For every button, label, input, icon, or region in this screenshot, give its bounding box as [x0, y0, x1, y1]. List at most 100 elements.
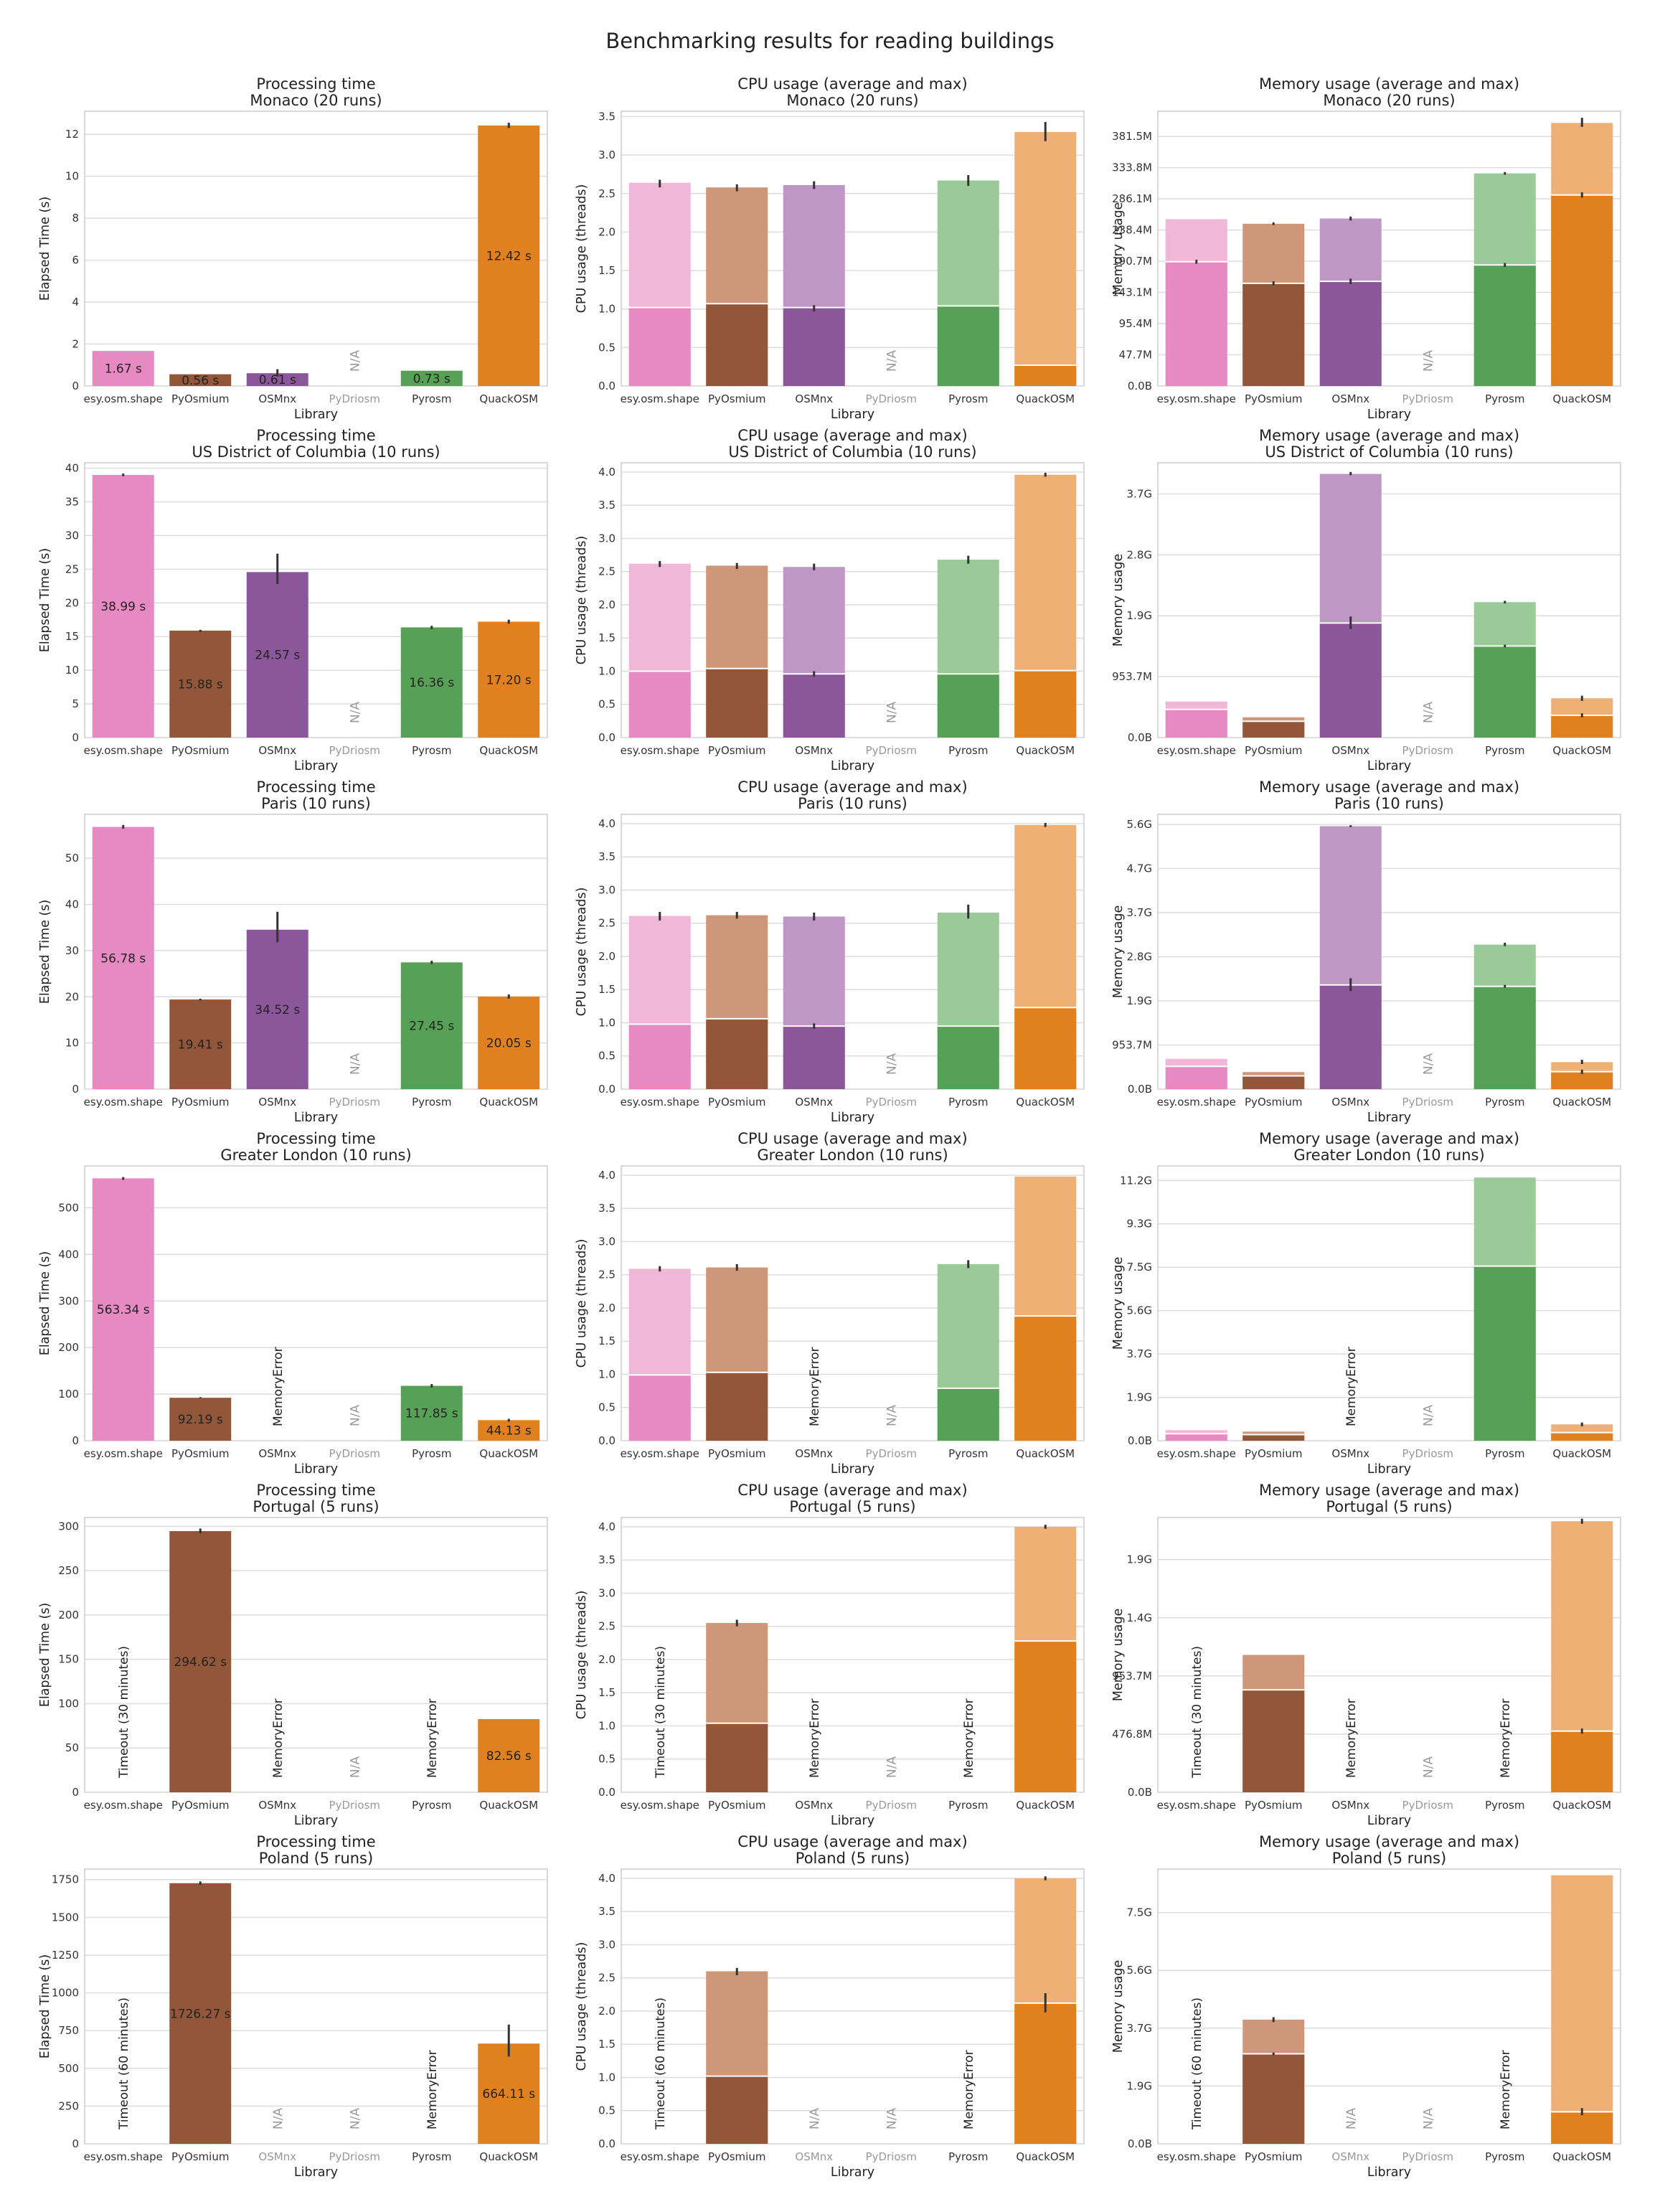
- bar-value-label: 0.61 s: [259, 373, 296, 387]
- bar-average: [706, 1723, 768, 1792]
- bar-average: [628, 307, 691, 386]
- y-tick-label: 1500: [52, 1911, 79, 1924]
- subplot-subtitle: Monaco (20 runs): [1323, 92, 1455, 109]
- x-tick-label: PyDriosm: [866, 2150, 917, 2163]
- status-label: N/A: [885, 2108, 899, 2129]
- x-tick-label: esy.osm.shape: [84, 392, 163, 405]
- x-tick-label: esy.osm.shape: [1157, 1447, 1236, 1460]
- y-tick-label: 3.7G: [1127, 487, 1152, 500]
- plot-area: [1157, 1165, 1621, 1441]
- x-tick-label: Pyrosm: [948, 1799, 988, 1812]
- y-tick-label: 250: [58, 1564, 79, 1577]
- bar-average: [1473, 646, 1536, 738]
- y-tick-label: 9.3G: [1127, 1218, 1152, 1230]
- bar-value-label: 19.41 s: [178, 1038, 223, 1053]
- bar-average: [783, 307, 845, 386]
- bar-average: [706, 1372, 768, 1441]
- x-tick-label: QuackOSM: [479, 744, 538, 757]
- y-axis-label: CPU usage (threads): [575, 1591, 589, 1720]
- x-tick-label: PyDriosm: [1402, 2150, 1453, 2163]
- x-tick-label: Pyrosm: [948, 1447, 988, 1460]
- y-tick-label: 0.0: [598, 731, 616, 744]
- y-tick-label: 3.5: [598, 1553, 616, 1566]
- subplot-subtitle: Greater London (10 runs): [1293, 1147, 1484, 1164]
- status-label: N/A: [1421, 702, 1435, 723]
- y-tick-label: 0.5: [598, 1401, 616, 1414]
- bar-average: [1551, 194, 1613, 386]
- bar-average: [1551, 1432, 1613, 1441]
- y-tick-label: 381.5M: [1112, 130, 1152, 143]
- bar-average: [1165, 1434, 1227, 1441]
- subplot-title: Processing time: [256, 1130, 375, 1147]
- x-axis-label: Library: [831, 1111, 874, 1125]
- y-tick-label: 4: [72, 296, 79, 309]
- y-axis-label: CPU usage (threads): [575, 1239, 589, 1368]
- x-tick-label: PyDriosm: [329, 1447, 380, 1460]
- x-tick-label: Pyrosm: [412, 1799, 451, 1812]
- y-tick-label: 1.5: [598, 2038, 616, 2051]
- y-axis-label: Elapsed Time (s): [38, 1603, 52, 1707]
- bar-value-label: 38.99 s: [100, 600, 146, 614]
- x-tick-label: PyOsmium: [708, 392, 765, 405]
- y-tick-label: 3.0: [598, 149, 616, 161]
- x-tick-label: QuackOSM: [1552, 392, 1611, 405]
- y-tick-label: 5.6G: [1127, 1964, 1152, 1977]
- x-tick-label: OSMnx: [795, 744, 833, 757]
- x-tick-label: PyDriosm: [1402, 744, 1453, 757]
- subplot: 0 50 100 150 200 250 300 Processing timePortuga…: [38, 1482, 548, 1828]
- bar: [400, 627, 463, 738]
- bar-average: [783, 1026, 845, 1089]
- bar-average: [1551, 2112, 1613, 2144]
- x-tick-label: esy.osm.shape: [1157, 2150, 1236, 2163]
- y-tick-label: 3.0: [598, 1586, 616, 1599]
- bar: [169, 1398, 232, 1441]
- subplot-subtitle: Monaco (20 runs): [250, 92, 382, 109]
- subplot-title: Memory usage (average and max): [1259, 1482, 1519, 1499]
- y-tick-label: 0.0: [598, 1786, 616, 1799]
- y-axis-label: Elapsed Time (s): [38, 1251, 52, 1355]
- plot-area: [621, 1868, 1085, 2145]
- y-tick-label: 3.5: [598, 1202, 616, 1215]
- bar-value-label: 27.45 s: [409, 1020, 454, 1034]
- bar-average: [1319, 281, 1382, 386]
- y-tick-label: 286.1M: [1112, 192, 1152, 205]
- y-tick-label: 2: [72, 338, 79, 351]
- bar: [169, 630, 232, 738]
- y-tick-label: 2.0: [598, 1653, 616, 1666]
- bar: [478, 621, 540, 738]
- bar-average: [628, 1375, 691, 1441]
- status-label: N/A: [348, 2108, 362, 2129]
- y-axis-label: CPU usage (threads): [575, 536, 589, 665]
- bar: [169, 1531, 232, 1792]
- subplot-subtitle: Poland (5 runs): [259, 1850, 373, 1867]
- y-tick-label: 0.5: [598, 698, 616, 711]
- y-tick-label: 2.0: [598, 2005, 616, 2018]
- bar-value-label: 664.11 s: [482, 2087, 535, 2102]
- x-tick-label: PyOsmium: [708, 1096, 765, 1109]
- subplot-title: Processing time: [256, 778, 375, 796]
- y-tick-label: 1.0: [598, 1719, 616, 1732]
- status-label: MemoryError: [962, 1698, 976, 1778]
- y-tick-label: 953.7M: [1112, 670, 1152, 683]
- subplot-title: Processing time: [256, 1482, 375, 1499]
- bar-value-label: 15.88 s: [178, 677, 223, 692]
- x-axis-label: Library: [1367, 2165, 1411, 2180]
- x-tick-label: esy.osm.shape: [621, 744, 699, 757]
- y-tick-label: 0.5: [598, 2104, 616, 2117]
- y-tick-label: 3.7G: [1127, 2022, 1152, 2035]
- y-tick-label: 4.0: [598, 817, 616, 830]
- bar-average: [1014, 2002, 1077, 2144]
- bar: [246, 572, 308, 738]
- y-tick-label: 1250: [52, 1949, 79, 1962]
- y-tick-label: 2.0: [598, 1302, 616, 1314]
- x-tick-label: Pyrosm: [948, 744, 988, 757]
- subplot-title: CPU usage (average and max): [737, 778, 967, 796]
- x-tick-label: PyOsmium: [708, 744, 765, 757]
- status-label: N/A: [271, 2108, 286, 2129]
- x-tick-label: esy.osm.shape: [84, 2150, 163, 2163]
- subplot-subtitle: US District of Columbia (10 runs): [192, 443, 440, 461]
- x-axis-label: Library: [1367, 1462, 1411, 1477]
- x-tick-label: PyOsmium: [1245, 1096, 1302, 1109]
- x-tick-label: PyDriosm: [1402, 1447, 1453, 1460]
